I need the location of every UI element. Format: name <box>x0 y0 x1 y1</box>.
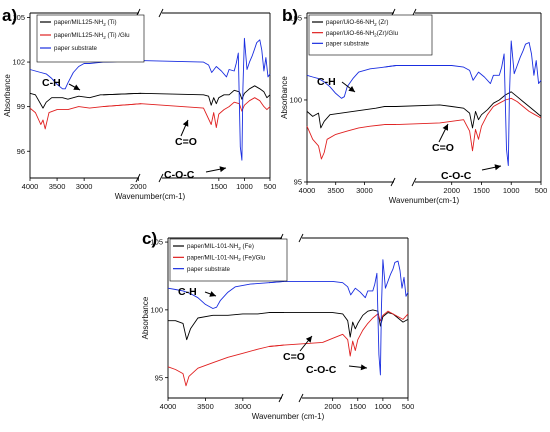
annotation-label: C=O <box>175 136 197 148</box>
annotation-arrowhead <box>360 364 367 371</box>
x-tick-label: 2000 <box>130 182 147 191</box>
annotation-label: C-O-C <box>164 169 195 181</box>
x-tick-label: 500 <box>402 402 415 411</box>
y-tick-label: 95 <box>155 373 163 382</box>
series-line-black <box>306 106 396 129</box>
legend-label: paper/MIL-101-NH2 (Fe)/Glu <box>187 255 266 263</box>
series-line-red <box>29 103 142 130</box>
annotation-arrowhead <box>305 336 312 343</box>
x-tick-label: 1500 <box>210 182 227 191</box>
x-axis-title: Wavenumber(cm-1) <box>389 196 460 205</box>
annotation-arrowhead <box>73 84 80 90</box>
legend-box <box>308 14 433 56</box>
annotation-label: C=O <box>283 351 305 363</box>
y-tick-label: 105 <box>150 238 163 247</box>
series-line-red <box>268 310 409 357</box>
annotation-arrowhead <box>348 86 355 92</box>
x-tick-label: 500 <box>264 182 277 191</box>
annotation-arrowhead <box>219 166 226 173</box>
series-line-blue <box>268 259 409 376</box>
x-tick-label: 1500 <box>473 186 490 195</box>
x-tick-label: 3500 <box>49 182 66 191</box>
annotation-arrowhead <box>209 291 216 297</box>
x-tick-label: 4000 <box>160 402 177 411</box>
annotation-label: C-H <box>178 286 197 298</box>
x-tick-label: 3000 <box>356 186 373 195</box>
series-line-red <box>306 124 396 160</box>
series-line-blue <box>306 65 397 99</box>
legend-label: paper substrate <box>187 266 231 273</box>
y-tick-label: 95 <box>294 178 302 187</box>
annotation-arrowhead <box>182 120 189 127</box>
series-line-red <box>167 344 285 387</box>
x-tick-label: 2000 <box>324 402 341 411</box>
y-tick-label: 102 <box>12 58 25 67</box>
axis-break-mark <box>411 177 417 187</box>
series-line-black <box>29 92 142 109</box>
series-line-black <box>103 85 271 106</box>
y-tick-label: 99 <box>17 102 25 111</box>
axis-break-mark <box>278 393 284 403</box>
panel-a: 4000 3500 3000 2000 1500 1000 500 96 99 102 105 Wav… <box>2 6 276 201</box>
y-tick-label: 100 <box>150 305 163 314</box>
x-tick-label: 4000 <box>299 186 316 195</box>
x-tick-label: 3000 <box>76 182 93 191</box>
annotation-label: C-H <box>317 76 336 88</box>
x-axis-title: Wavenumber(cm-1) <box>115 192 186 201</box>
x-tick-label: 3000 <box>234 402 251 411</box>
y-tick-label: 100 <box>289 96 302 105</box>
axis-break-mark <box>298 393 304 403</box>
axis-break-mark <box>158 8 164 18</box>
y-axis-title: Absorbance <box>3 74 12 117</box>
axis-break-mark <box>298 233 304 243</box>
series-line-black <box>269 309 409 338</box>
annotation-label: C-H <box>42 77 61 89</box>
y-axis-title: Absorbance <box>280 76 289 119</box>
series-line-blue <box>384 40 542 167</box>
series-line-blue <box>103 37 271 161</box>
x-tick-label: 500 <box>535 186 548 195</box>
series-line-red <box>103 97 271 128</box>
panel-letter: a) <box>2 6 17 25</box>
panel-c: 4000 3500 3000 2000 1500 1000 500 95 100 105 Waven… <box>141 229 414 421</box>
y-tick-label: 96 <box>17 147 25 156</box>
legend-box <box>169 238 288 282</box>
legend-label: paper/UiO-66-NH2(Zr)/Glu <box>326 30 399 38</box>
legend-box <box>36 14 145 63</box>
x-tick-label: 1000 <box>503 186 520 195</box>
x-tick-label: 1000 <box>236 182 253 191</box>
panel-letter: c) <box>142 229 157 248</box>
annotation-label: C-O-C <box>441 170 472 182</box>
legend-label: paper/UiO-66-NH2 (Zr) <box>326 19 388 27</box>
x-axis-title: Wavenumber (cm-1) <box>252 412 325 421</box>
legend-label: paper substrate <box>326 41 370 48</box>
x-tick-label: 1500 <box>349 402 366 411</box>
annotation-label: C-O-C <box>306 364 337 376</box>
annotation-label: C=O <box>432 142 454 154</box>
panel-letter: b) <box>282 6 298 25</box>
y-tick-label: 105 <box>289 14 302 23</box>
axis-break-mark <box>390 177 396 187</box>
x-tick-label: 4000 <box>22 182 39 191</box>
series-line-black <box>168 312 284 341</box>
legend-label: paper/MIL125-NH2 (Ti) /Glu <box>54 32 130 40</box>
series-line-blue <box>29 60 142 90</box>
x-tick-label: 3500 <box>327 186 344 195</box>
series-line-red <box>384 97 542 152</box>
x-tick-label: 3500 <box>197 402 214 411</box>
legend-label: paper/MIL125-NH2 (Ti) <box>54 19 117 27</box>
panel-b: 4000 3500 3000 2000 1500 1000 500 95 100 105 Waven… <box>280 6 547 205</box>
legend-label: paper/MIL-101-NH2 (Fe) <box>187 243 254 251</box>
y-tick-label: 105 <box>12 13 25 22</box>
annotation-arrowhead <box>442 124 448 131</box>
x-tick-label: 1000 <box>375 402 392 411</box>
legend-label: paper substrate <box>54 45 98 52</box>
series-line-blue <box>167 280 285 309</box>
annotation-arrowhead <box>494 164 501 171</box>
axis-break-mark <box>158 173 164 183</box>
y-axis-title: Absorbance <box>141 296 150 339</box>
x-tick-label: 2000 <box>443 186 460 195</box>
series-line-black <box>384 91 542 129</box>
